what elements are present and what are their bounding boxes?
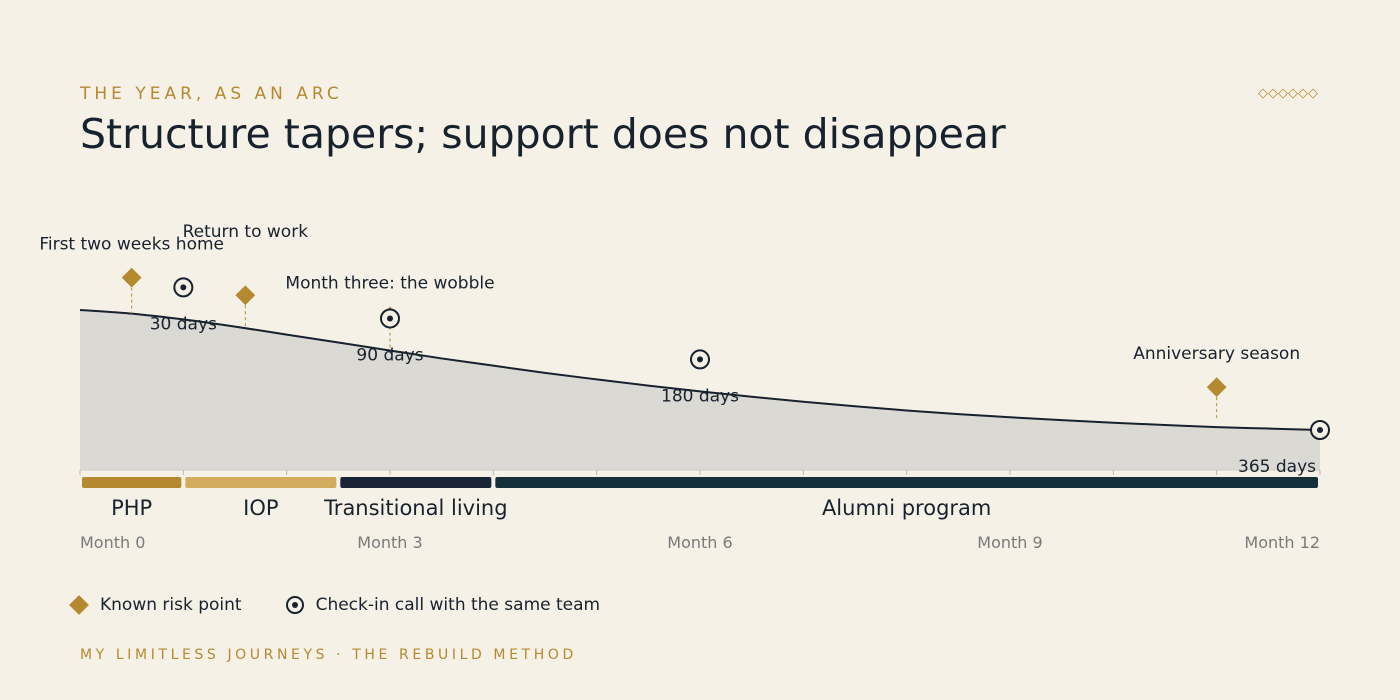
x-tick-label: Month 12 [1244, 533, 1320, 552]
checkin-marker-dot [1317, 427, 1323, 433]
checkin-label: 30 days [150, 314, 217, 334]
arc-chart: PHP IOP Transitional living Alumni program M… [39, 222, 1330, 552]
legend-checkin-label: Check-in call with the same team [315, 595, 601, 615]
legend-checkin: Check-in call with the same team [284, 594, 601, 616]
diamond-ornament: ◇◇◇◇◇◇ [1258, 86, 1318, 101]
x-tick-label: Month 3 [357, 533, 422, 552]
risk-point-label: Return to work [183, 222, 309, 242]
risk-point-label: First two weeks home [39, 235, 224, 255]
phase-label: Transitional living [323, 496, 508, 520]
legend-risk-label: Known risk point [100, 595, 242, 615]
x-tick-label: Month 0 [80, 533, 145, 552]
checkin-marker-dot [387, 315, 393, 322]
structure-curve-line [79, 309, 1321, 431]
structure-area [80, 310, 1320, 470]
risk-point-marker [1206, 377, 1227, 398]
legend: Known risk point Check-in call with the … [68, 594, 642, 616]
phase-bar [340, 477, 492, 488]
checkin-marker-dot [180, 284, 187, 291]
phase-bar [82, 477, 182, 488]
risk-point-marker [235, 285, 256, 306]
footer-brand: MY LIMITLESS JOURNEYS · THE REBUILD METH… [80, 647, 577, 663]
phase-label: IOP [243, 496, 278, 520]
risk-point-marker [121, 267, 142, 288]
phase-label: PHP [111, 496, 152, 520]
risk-point-label: Anniversary season [1133, 344, 1300, 364]
phase-label: Alumni program [822, 496, 991, 520]
checkin-label: 365 days [1238, 457, 1316, 477]
x-tick-label: Month 6 [667, 533, 732, 552]
checkin-target-icon [285, 596, 304, 614]
checkin-label: 90 days [356, 345, 423, 365]
risk-point-label: Month three: the wobble [285, 273, 494, 293]
x-tick-label: Month 9 [977, 533, 1042, 552]
checkin-label: 180 days [661, 386, 739, 406]
phase-bar [495, 477, 1318, 488]
eyebrow-label: THE YEAR, AS AN ARC [80, 84, 343, 104]
page-title: Structure tapers; support does not disap… [80, 110, 1006, 158]
risk-diamond-icon [69, 595, 89, 615]
legend-risk: Known risk point [68, 594, 242, 616]
phase-bar [185, 477, 337, 488]
checkin-marker-dot [697, 356, 703, 363]
